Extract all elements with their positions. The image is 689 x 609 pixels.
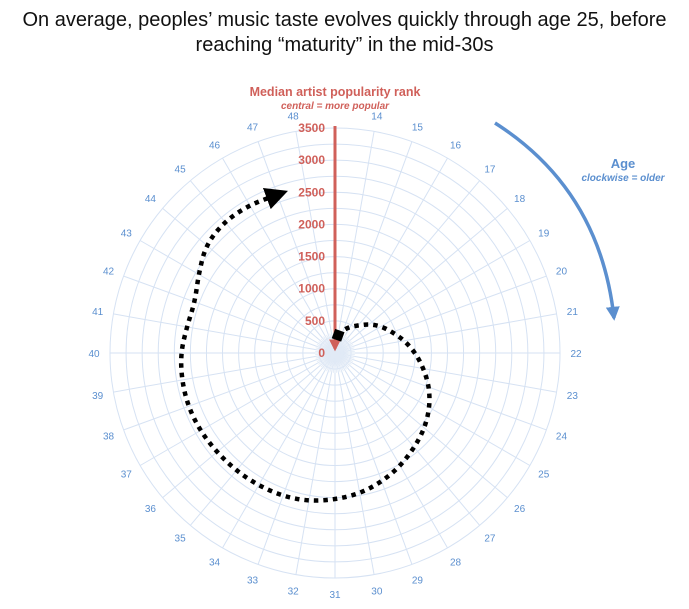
grid-spoke [334,131,375,354]
age-tick-label: 27 [484,534,496,545]
age-tick-label: 18 [514,194,526,205]
age-tick-label: 37 [121,470,133,481]
grid-spoke [334,352,508,499]
rank-tick-label: 500 [305,314,325,328]
age-tick-label: 20 [556,267,568,278]
grid-spoke [113,352,336,393]
rank-tick-label: 1000 [298,282,325,296]
age-tick-label: 44 [145,194,157,205]
grid-spoke [189,352,336,526]
grid-spoke [162,352,336,499]
clockwise-arrow-icon [494,121,620,321]
grid-spoke [334,352,547,431]
age-tick-label: 15 [412,123,424,134]
grid-spoke [295,352,336,575]
angular-axis-sublabel: clockwise = older [581,173,665,184]
grid-spoke [334,313,557,354]
rank-tick-label: 3500 [298,121,325,135]
rank-tick-label: 0 [318,346,325,360]
age-tick-label: 31 [329,590,341,601]
age-tick-label: 45 [175,164,187,175]
grid-spoke [222,352,336,549]
age-tick-label: 36 [145,504,157,515]
age-tick-label: 38 [103,431,115,442]
age-tick-label: 29 [412,575,424,586]
age-tick-label: 48 [288,112,300,123]
grid-spoke [123,275,336,354]
age-tick-label: 35 [175,534,187,545]
age-tick-label: 39 [92,391,104,402]
grid-spoke [334,157,448,354]
age-tick-label: 14 [371,112,383,123]
age-tick-label: 26 [514,504,526,515]
angular-axis-label: Age [611,156,636,171]
grid-spoke [334,352,413,565]
age-tick-label: 34 [209,558,221,569]
age-tick-label: 23 [567,391,579,402]
grid-spoke [334,141,413,354]
age-tick-label: 22 [570,349,582,360]
grid-spoke [334,207,508,354]
age-tick-label: 19 [538,229,550,240]
grid-spoke [123,352,336,431]
age-tick-label: 28 [450,558,462,569]
grid-spoke [334,352,375,575]
age-tick-label: 41 [92,307,104,318]
grid-spoke [334,352,448,549]
age-tick-label: 16 [450,140,462,151]
age-tick-label: 46 [209,140,221,151]
chart-title: On average, peoples’ music taste evolves… [22,9,667,56]
age-tick-label: 40 [88,349,100,360]
age-tick-label: 21 [567,307,579,318]
grid-spoke [222,157,336,354]
grid-spoke [334,180,481,354]
grid-spoke [257,352,336,565]
radial-axis-label: Median artist popularity rank [250,85,421,99]
grid-spoke [162,207,336,354]
age-tick-label: 25 [538,470,550,481]
grid-spoke [295,131,336,354]
grid-spoke [113,313,336,354]
grid-spoke [257,141,336,354]
grid-spoke [139,240,336,354]
rank-tick-label: 2500 [298,185,325,199]
age-tick-label: 47 [247,123,259,134]
age-tick-label: 17 [484,164,496,175]
grid-spoke [334,352,531,466]
age-tick-label: 43 [121,229,133,240]
grid-spoke [334,352,557,393]
grid-spoke [334,275,547,354]
age-tick-label: 42 [103,267,115,278]
radial-axis-sublabel: central = more popular [281,101,390,112]
age-tick-label: 30 [371,586,383,597]
grid-spoke [334,240,531,354]
rank-tick-label: 2000 [298,217,325,231]
grid-spoke [334,352,481,526]
rank-tick-label: 1500 [298,250,325,264]
grid-spoke [189,180,336,354]
rank-tick-label: 3000 [298,153,325,167]
age-tick-label: 33 [247,575,259,586]
grid-spoke [139,352,336,466]
age-tick-label: 32 [288,586,300,597]
start-marker [331,328,345,342]
age-tick-label: 24 [556,431,568,442]
